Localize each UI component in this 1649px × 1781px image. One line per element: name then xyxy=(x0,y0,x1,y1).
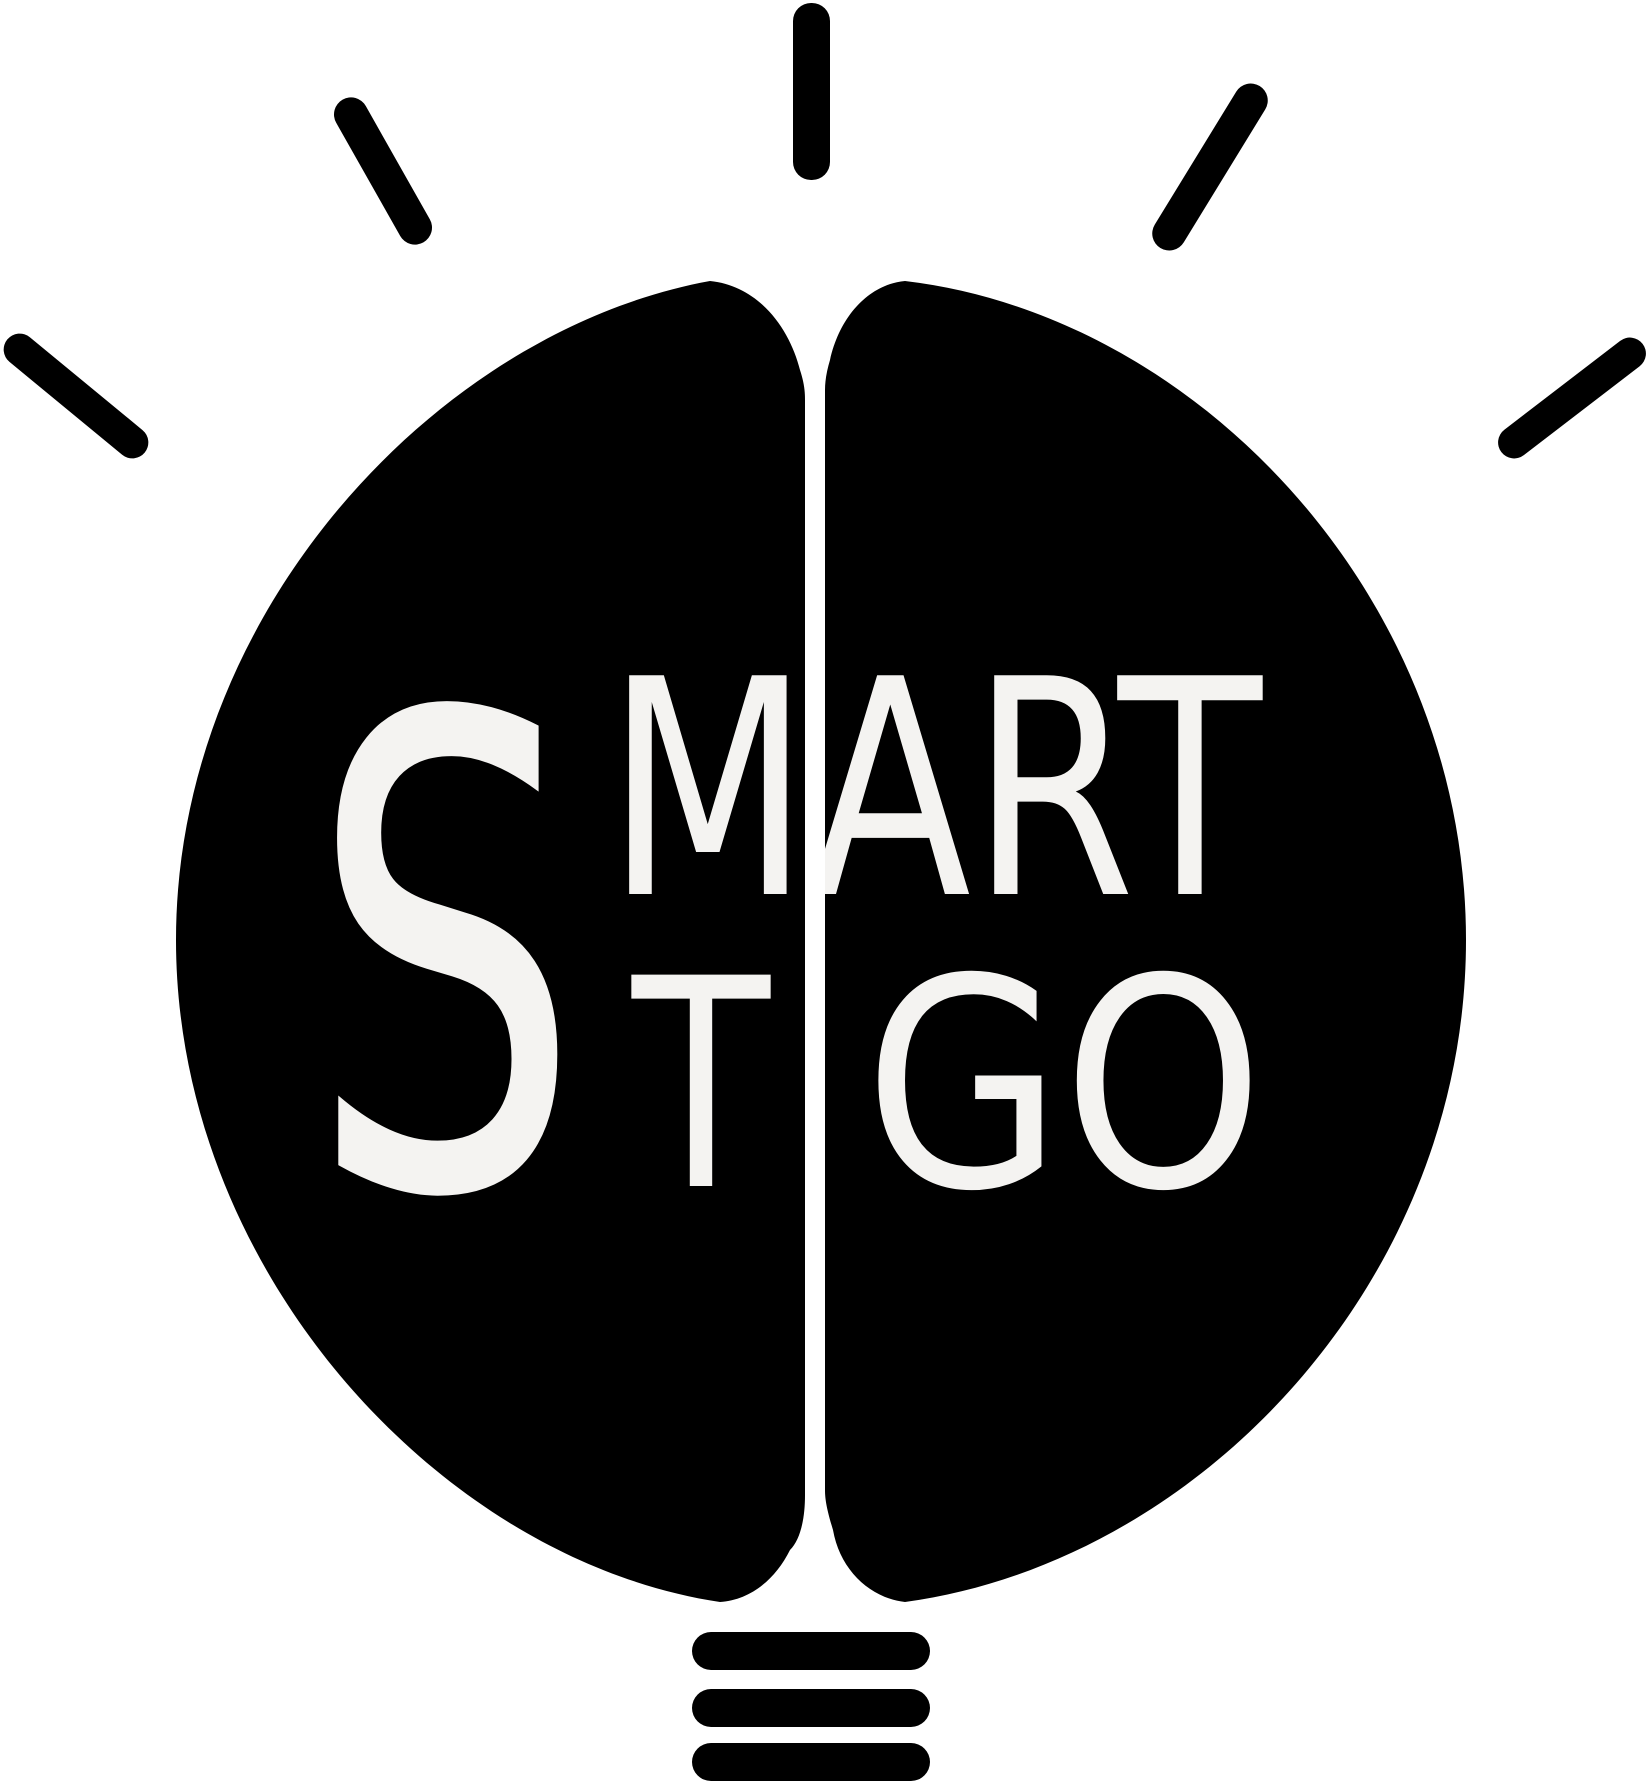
light-ray-outer-right xyxy=(1498,337,1646,459)
wordmark-big-s: S xyxy=(310,583,580,1339)
light-ray-inner-right xyxy=(1152,83,1268,251)
bulb-base-line-2 xyxy=(692,1689,930,1727)
bulb-base xyxy=(692,1632,930,1781)
wordmark-mart: MART xyxy=(606,616,1265,965)
bulb-right-half xyxy=(825,281,1466,1602)
wordmark-t: T xyxy=(628,918,773,1255)
bulb-left-half xyxy=(176,281,805,1602)
bulb-base-line-3 xyxy=(692,1743,930,1781)
bulb xyxy=(176,281,1466,1602)
wordmark-go: GO xyxy=(864,918,1264,1255)
light-ray-inner-left xyxy=(333,97,433,245)
bulb-base-line-1 xyxy=(692,1632,930,1670)
light-rays xyxy=(3,3,1646,459)
light-ray-center xyxy=(793,3,830,180)
bulb-divider xyxy=(805,280,825,1605)
wordmark: S MART T GO xyxy=(309,582,1266,1341)
light-ray-outer-left xyxy=(3,333,149,459)
